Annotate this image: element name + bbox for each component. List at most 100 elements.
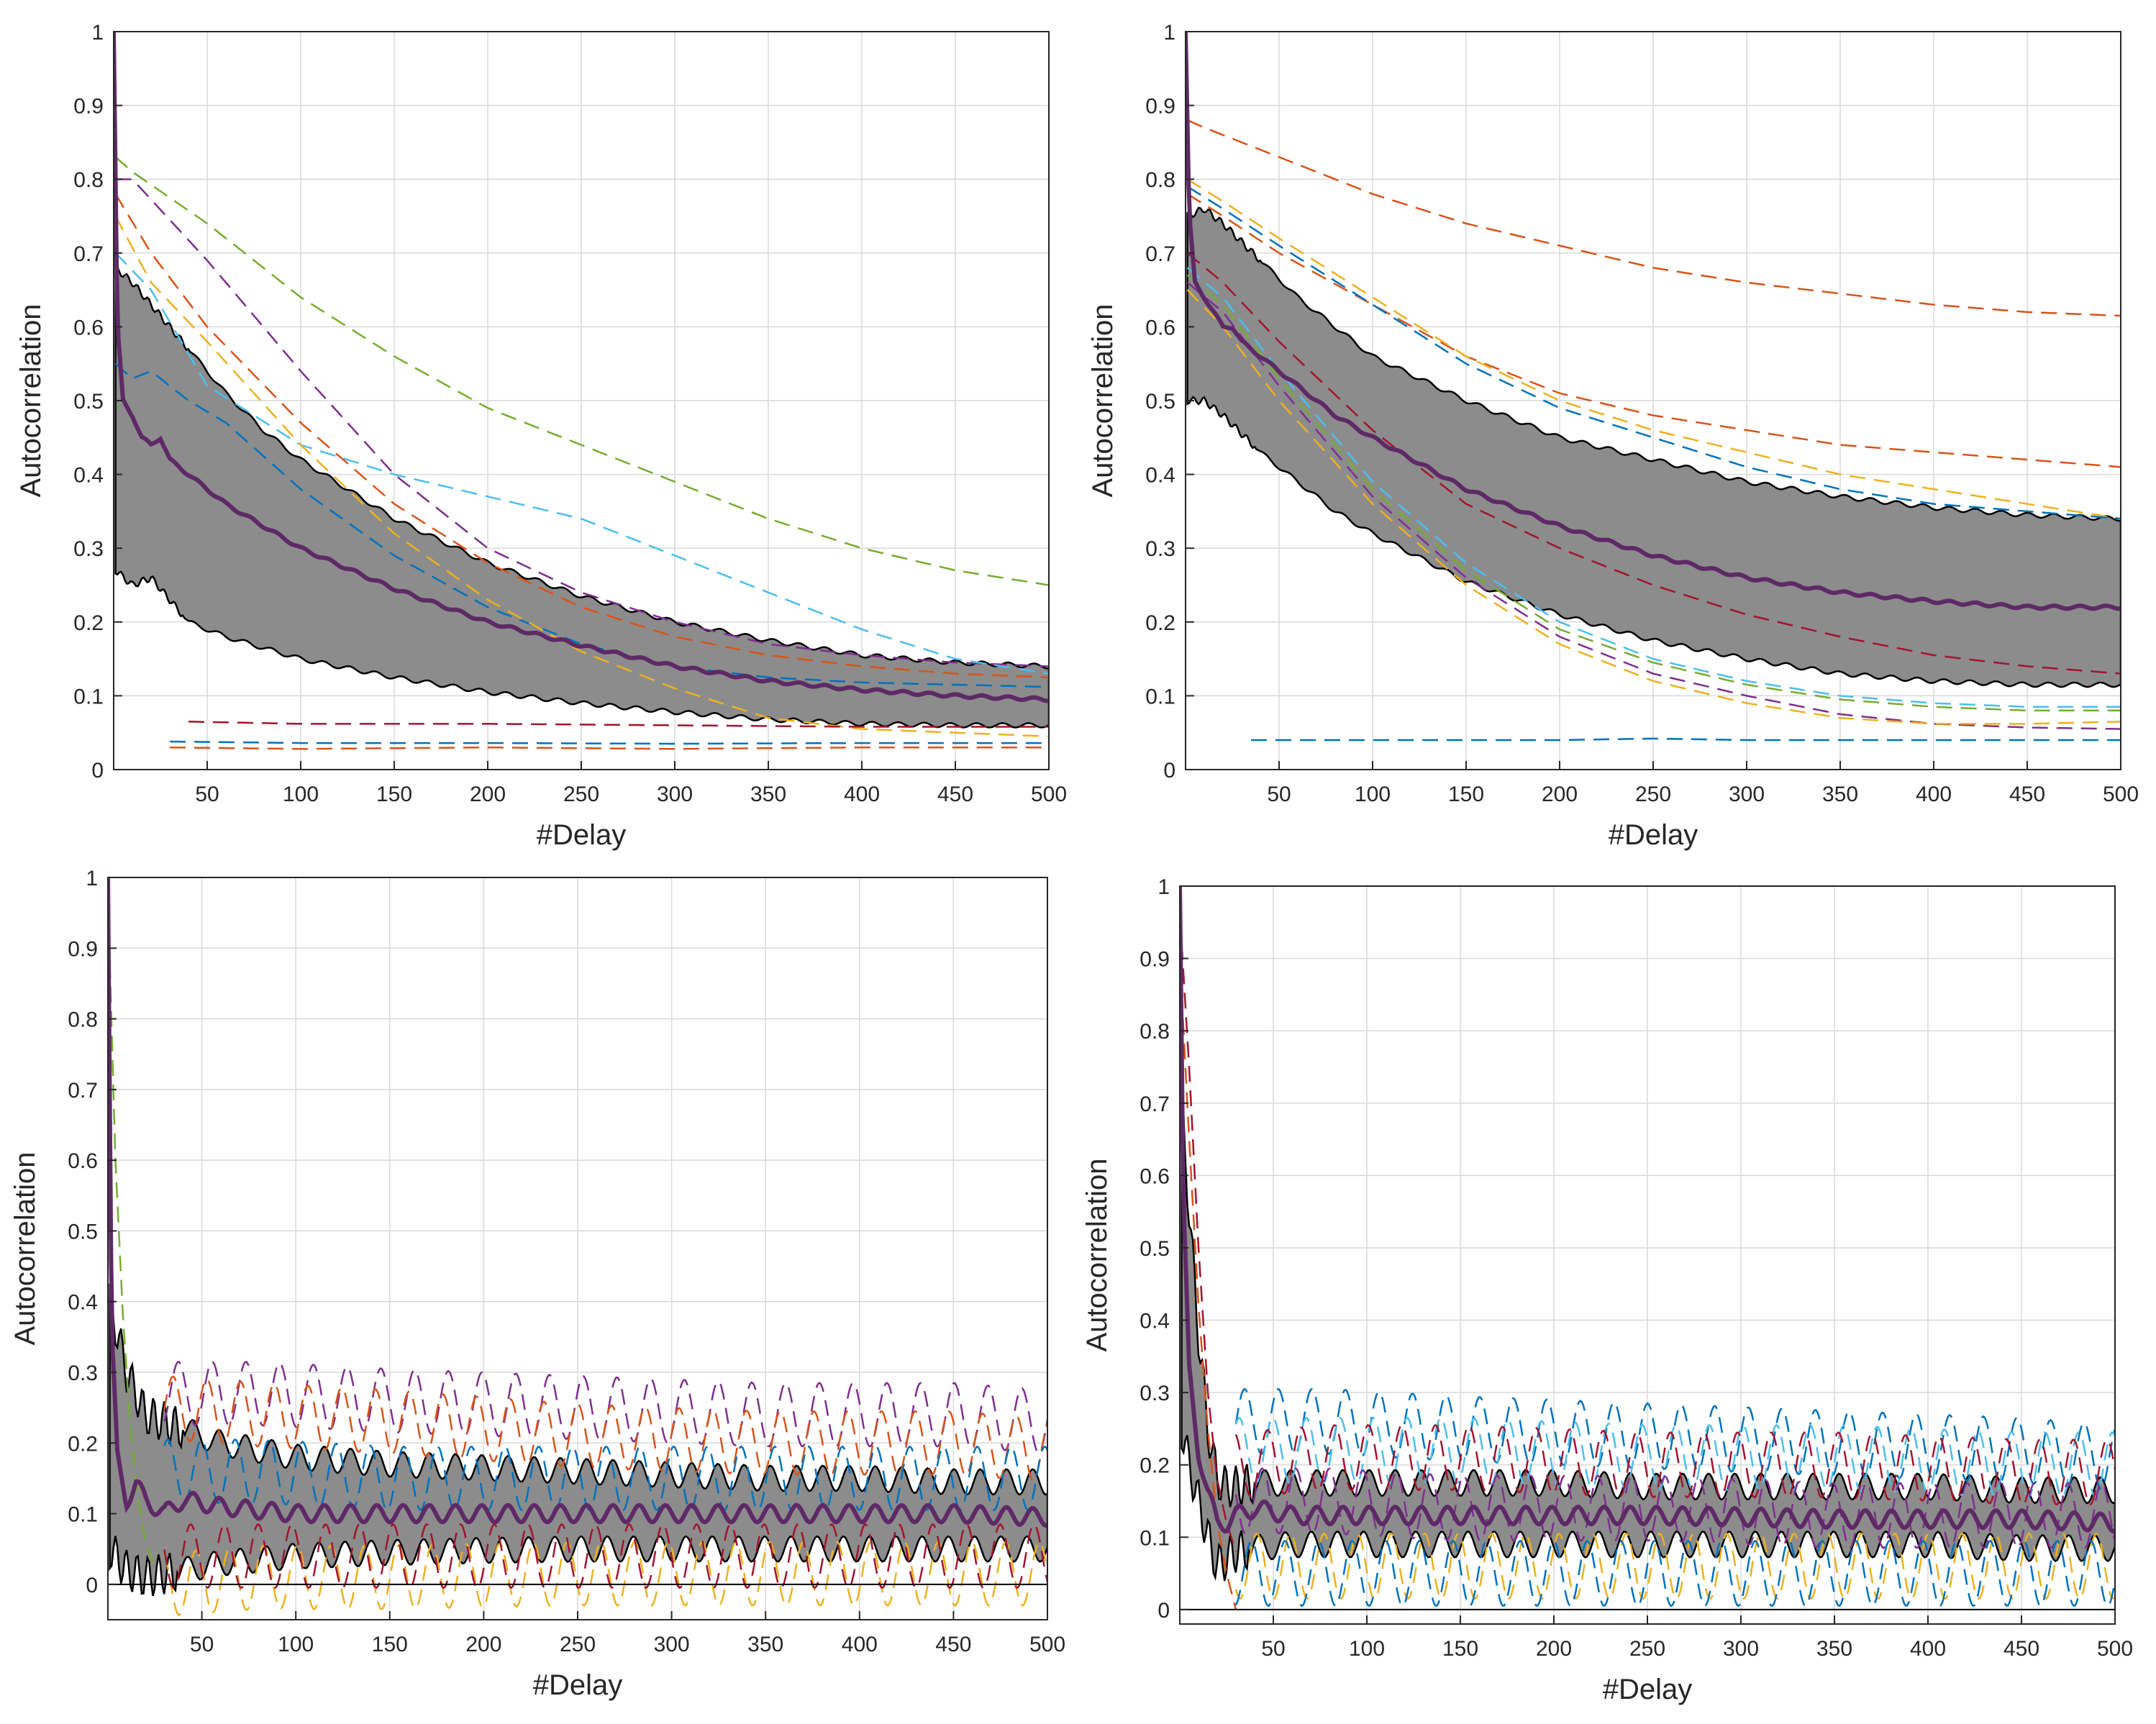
x-tick-label: 400 (842, 1633, 878, 1656)
series-line-blue-osc (163, 1438, 1047, 1512)
series-line-green (114, 156, 1049, 586)
series-line-yellow (114, 215, 1049, 738)
confidence-band (114, 262, 1049, 729)
series-line-blue (114, 362, 1049, 688)
x-tick-label: 250 (563, 783, 599, 806)
x-tick-label: 100 (1355, 783, 1391, 806)
mean-line (1186, 32, 2121, 611)
mean-line (1180, 886, 2115, 1534)
y-axis-label: Autocorrelation (1087, 304, 1119, 497)
y-tick-label: 0.6 (68, 1149, 98, 1173)
series-line-purple-low (1186, 281, 2121, 730)
y-tick-label: 0.5 (1145, 390, 1175, 414)
x-tick-label: 50 (1261, 1637, 1285, 1661)
x-tick-label: 500 (1031, 783, 1067, 806)
x-tick-label: 350 (1816, 1637, 1852, 1661)
y-tick-label: 0.2 (1145, 611, 1175, 635)
series-line-cyan-flat (1234, 1416, 2115, 1499)
y-tick-label: 1 (1163, 21, 1175, 45)
x-axis-label: #Delay (533, 1669, 623, 1701)
y-tick-label: 0.8 (1140, 1020, 1170, 1044)
x-tick-label: 50 (190, 1633, 214, 1656)
data-layer (114, 32, 1049, 750)
x-tick-label: 250 (1635, 783, 1671, 806)
x-tick-label: 200 (470, 783, 506, 806)
x-tick-label: 100 (283, 783, 319, 806)
x-tick-label: 450 (935, 1633, 971, 1656)
series-line-yellow-osc (163, 1541, 1047, 1617)
series-line-orange-osc (163, 1375, 1047, 1482)
series-line-orange-decay (1181, 994, 1237, 1610)
y-tick-label: 1 (86, 867, 98, 890)
x-tick-label: 450 (2003, 1637, 2039, 1661)
y-tick-label: 0.8 (68, 1008, 98, 1032)
x-tick-label: 450 (2009, 783, 2045, 806)
x-tick-label: 300 (657, 783, 693, 806)
y-tick-label: 1 (1157, 875, 1170, 899)
x-tick-label: 350 (747, 1633, 783, 1656)
y-tick-label: 1 (91, 21, 104, 45)
series-line-yellow-mid (1186, 178, 2121, 520)
y-axis-label: Autocorrelation (1081, 1158, 1113, 1351)
x-tick-label: 200 (1542, 783, 1578, 806)
x-axis-label: #Delay (1609, 819, 1698, 851)
x-tick-label: 150 (376, 783, 412, 806)
y-tick-label: 0.7 (73, 242, 104, 266)
y-tick-label: 0.1 (1145, 685, 1175, 708)
y-tick-label: 0.1 (1140, 1526, 1170, 1550)
series-line-yellow-low (1186, 289, 2121, 725)
series-line-green-decay (109, 962, 154, 1564)
y-tick-label: 0 (91, 759, 104, 783)
x-tick-label: 350 (1822, 783, 1858, 806)
y-tick-label: 0.9 (73, 95, 104, 119)
y-tick-label: 0.5 (68, 1220, 98, 1244)
y-tick-label: 0.9 (68, 937, 98, 961)
y-tick-label: 0.6 (1140, 1164, 1170, 1188)
y-tick-label: 0 (1163, 759, 1175, 783)
x-tick-label: 400 (1910, 1637, 1946, 1661)
y-tick-label: 0 (1157, 1599, 1170, 1623)
y-tick-label: 0.8 (1145, 168, 1175, 192)
series-line-cyan (114, 252, 1049, 675)
x-tick-label: 500 (2103, 783, 2139, 806)
x-tick-label: 400 (844, 783, 880, 806)
series-line-orange-top (1187, 119, 2121, 317)
y-tick-label: 0.5 (1140, 1237, 1170, 1261)
x-tick-label: 150 (1442, 1637, 1478, 1661)
x-tick-label: 50 (1267, 783, 1291, 806)
x-tick-label: 400 (1916, 783, 1952, 806)
x-tick-label: 250 (560, 1633, 596, 1656)
y-axis-label: Autocorrelation (9, 1151, 41, 1345)
y-tick-label: 0.1 (73, 685, 104, 708)
mean-line (108, 877, 1047, 1528)
series-line-orange (114, 193, 1049, 679)
series-line-purple (115, 178, 1049, 667)
chart-panel-top-right: 50 100 150 200 250 300 350 400 450 500 0 0.1 0.2 0.3 0… (1087, 21, 2139, 851)
series-line-blue-low (1251, 737, 2121, 742)
series-line-red-flat (1234, 1423, 2115, 1506)
x-tick-label: 100 (1349, 1637, 1385, 1661)
y-tick-label: 0.3 (1145, 537, 1175, 561)
y-tick-label: 0.6 (1145, 316, 1175, 339)
chart-panel-bottom-right: 50 100 150 200 250 300 350 400 450 500 0 0.1 0.2 0.3 0… (1081, 875, 2133, 1705)
data-layer (1180, 886, 2115, 1610)
y-tick-label: 0.7 (68, 1079, 98, 1103)
y-tick-label: 0.4 (1140, 1310, 1170, 1333)
x-axis-label: #Delay (1603, 1674, 1693, 1705)
x-tick-label: 200 (465, 1633, 501, 1656)
y-tick-label: 0 (86, 1574, 98, 1597)
x-tick-label: 200 (1536, 1637, 1572, 1661)
y-tick-label: 0.4 (68, 1291, 98, 1315)
x-tick-label: 150 (372, 1633, 408, 1656)
mean-line (114, 32, 1049, 703)
x-tick-label: 50 (195, 783, 219, 806)
y-tick-label: 0.9 (1140, 948, 1170, 972)
x-tick-label: 500 (1029, 1633, 1065, 1656)
series-line-orange-mid (1186, 193, 2121, 468)
y-tick-label: 0.4 (1145, 464, 1175, 488)
y-tick-label: 0.3 (73, 537, 104, 561)
y-tick-label: 0.5 (73, 390, 104, 414)
y-tick-label: 0.2 (68, 1432, 98, 1456)
data-layer (1186, 32, 2121, 742)
y-tick-label: 0.2 (1140, 1454, 1170, 1478)
